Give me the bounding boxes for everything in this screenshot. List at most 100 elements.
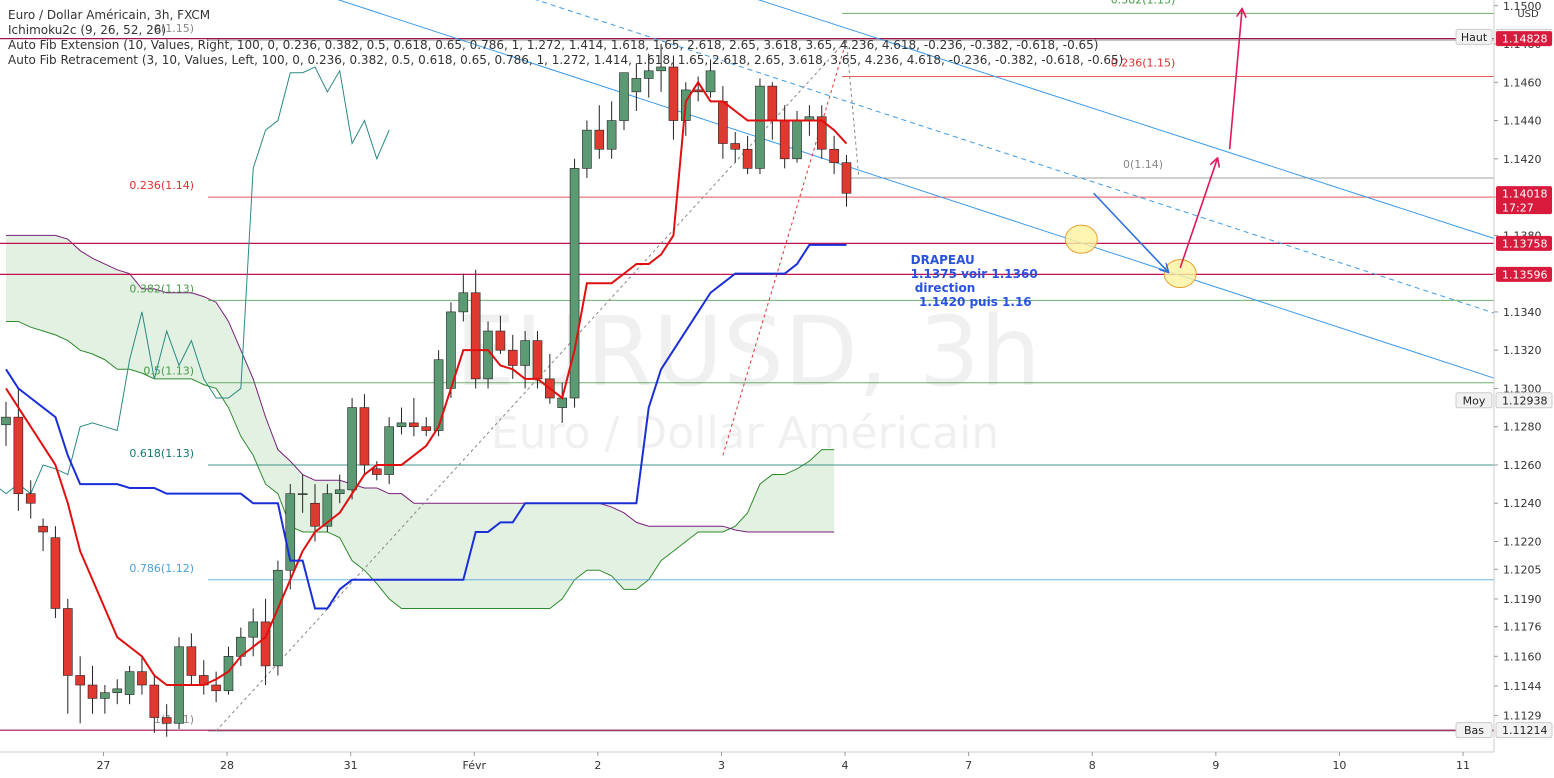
indicator-fib-retracement[interactable]: Auto Fib Retracement (3, 10, Values, Lef…	[8, 53, 1124, 67]
price-tick-label: 1.1160	[1503, 650, 1542, 663]
candle-body	[594, 129, 605, 150]
candle	[594, 105, 605, 159]
candle-body	[409, 422, 419, 428]
fib-extension-label: 0.382(1.15)	[1111, 0, 1176, 6]
time-tick-label: 2	[594, 759, 601, 772]
candle-body	[421, 426, 432, 431]
candle	[718, 86, 728, 159]
candle-body	[396, 422, 407, 428]
candle	[174, 637, 184, 730]
candle	[396, 407, 407, 435]
price-tick-label: 1.1129	[1503, 710, 1542, 723]
candle-body	[248, 621, 258, 638]
candle-body	[124, 671, 135, 695]
candle-body	[631, 78, 642, 93]
candle-body	[433, 359, 444, 431]
candle-body	[792, 120, 802, 160]
candle-body	[211, 684, 221, 692]
candle	[631, 63, 642, 111]
candle	[186, 633, 197, 686]
candle-body	[310, 502, 320, 527]
candle-body	[137, 671, 147, 686]
forecast-arrow	[1179, 159, 1217, 269]
candle	[470, 269, 481, 389]
chart-legend: Euro / Dollar Américain, 3h, FXCM Ichimo…	[8, 8, 1123, 68]
annotation-line: 1.1420 puis 1.16	[911, 295, 1032, 309]
candle-body	[693, 89, 703, 93]
candle	[100, 685, 110, 714]
candle-body	[87, 684, 98, 699]
candle	[569, 158, 580, 408]
fib-extension-label: 0.236(1.15)	[1111, 57, 1176, 70]
candle	[767, 82, 778, 140]
candle-body	[297, 493, 308, 495]
candle-body	[285, 493, 296, 571]
candle-body	[705, 70, 716, 93]
time-tick-label: 4	[842, 759, 849, 772]
candle	[285, 484, 296, 590]
candle-body	[75, 675, 85, 686]
time-axis-background	[0, 752, 1494, 778]
price-tick-label: 1.1420	[1503, 153, 1542, 166]
candle-body	[569, 168, 580, 399]
price-axis-background	[1494, 0, 1554, 778]
candle	[458, 273, 469, 322]
candle	[198, 660, 209, 695]
price-label-box	[1495, 392, 1553, 409]
time-tick-label: 8	[1089, 759, 1096, 772]
price-tick-label: 1.1220	[1503, 536, 1542, 549]
chikou-span	[0, 66, 390, 495]
kijun-sen	[5, 243, 847, 610]
fib-retracement-label: 0.786(1.12)	[129, 562, 194, 575]
time-tick-label: 9	[1212, 759, 1219, 772]
candle-body	[458, 292, 469, 313]
candle-body	[816, 116, 827, 150]
price-label-box	[1496, 266, 1552, 282]
forecast-arrow	[1228, 10, 1242, 150]
indicator-fib-extension[interactable]: Auto Fib Extension (10, Values, Right, 1…	[8, 38, 1099, 52]
price-label-box	[1496, 186, 1552, 215]
candle-body	[25, 493, 36, 504]
channel-line	[337, 0, 1494, 379]
candle	[619, 72, 629, 131]
candle-body	[371, 468, 382, 475]
candle	[446, 302, 456, 399]
price-tick-label: 1.1176	[1503, 621, 1542, 634]
watermark-symbol: EURUSD, 3h	[455, 296, 1041, 408]
fib-retracement-label: 1(1.11)	[154, 713, 194, 726]
candle-body	[13, 416, 24, 494]
channel-line	[535, 0, 1494, 314]
candle-body	[62, 608, 73, 676]
price-tag-box	[1455, 722, 1493, 739]
price-label-text: 1.11214	[1502, 724, 1548, 737]
chart-title[interactable]: Euro / Dollar Américain, 3h, FXCM	[8, 8, 211, 22]
price-label-box	[1495, 722, 1553, 739]
candle	[75, 656, 85, 724]
price-tag-text: Moy	[1463, 394, 1486, 407]
price-tick-label: 1.1240	[1503, 497, 1542, 510]
annotation-line: direction	[911, 281, 976, 295]
candle-body	[347, 407, 357, 491]
currency-label: USD	[1517, 9, 1539, 20]
time-tick-label: 11	[1456, 759, 1470, 772]
senkou-span-a	[6, 320, 835, 609]
candle-body	[50, 537, 61, 609]
candle	[50, 526, 61, 619]
candle-body	[359, 407, 370, 466]
candle-body	[619, 72, 629, 121]
annotation-line: 1.1375 voir 1.1360	[911, 267, 1038, 281]
candle	[755, 78, 765, 175]
candle	[643, 53, 654, 98]
candle	[384, 417, 394, 485]
candle	[211, 671, 221, 703]
indicator-ichimoku[interactable]: Ichimoku2c (9, 26, 52, 26)	[8, 23, 167, 37]
price-label-box	[1496, 31, 1552, 47]
candle-body	[755, 85, 765, 169]
candle-body	[582, 129, 592, 169]
time-tick-label: 3	[718, 759, 725, 772]
candle	[161, 704, 172, 737]
price-tick-label: 1.1500	[1503, 0, 1542, 13]
candle-body	[1, 416, 11, 426]
